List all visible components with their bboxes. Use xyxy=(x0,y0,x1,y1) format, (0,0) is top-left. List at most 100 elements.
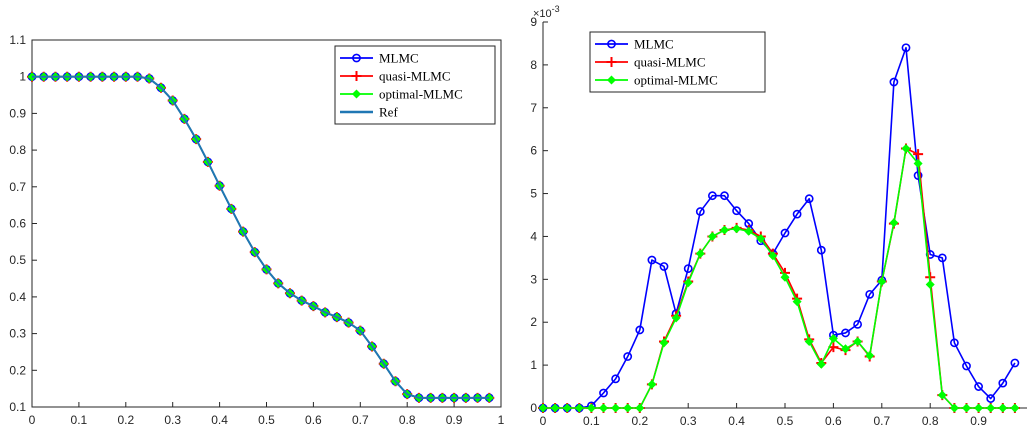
y-tick-label: 7 xyxy=(530,101,537,115)
x-tick-label: 0 xyxy=(540,414,547,425)
x-tick-label: 0.5 xyxy=(777,414,794,425)
data-point-optimal-mlmc xyxy=(937,390,947,400)
y-tick-label: 3 xyxy=(530,272,537,286)
x-tick-label: 0.3 xyxy=(164,413,181,425)
legend-marker-mlmc xyxy=(352,53,361,63)
series-line-mlmc xyxy=(32,75,490,399)
data-point-optimal-mlmc xyxy=(1010,403,1020,413)
x-tick-label: 0.5 xyxy=(258,413,275,425)
chart-left: 0 0.1 0.2 0.3 0.4 0.5 0.6 0.7 0.8 0.9 10.10.20.30.… xyxy=(9,33,504,425)
data-point-optimal-mlmc xyxy=(683,278,693,288)
data-point-mlmc xyxy=(732,206,741,216)
x-tick-label: 0.8 xyxy=(399,413,416,425)
data-point-optimal-mlmc xyxy=(671,313,681,323)
data-point-optimal-mlmc xyxy=(719,225,730,235)
data-point-optimal-mlmc xyxy=(647,379,657,389)
data-point-optimal-mlmc xyxy=(865,351,875,361)
data-point-mlmc xyxy=(611,374,620,384)
x-tick-label: 0.4 xyxy=(211,413,228,425)
data-point-mlmc xyxy=(974,382,983,391)
x-tick-label: 0.9 xyxy=(970,414,987,425)
legend-label-quasi-mlmc: quasi-MLMC xyxy=(379,69,451,84)
data-point-optimal-mlmc xyxy=(998,403,1008,413)
data-point-optimal-mlmc xyxy=(974,403,984,413)
series-mlmc xyxy=(538,43,1020,413)
data-point-optimal-mlmc xyxy=(877,276,887,286)
y-tick-label: 0.2 xyxy=(9,363,26,377)
legend-label-quasi-mlmc: quasi-MLMC xyxy=(634,55,706,70)
series-ref xyxy=(32,75,490,399)
data-point-optimal-mlmc xyxy=(550,403,560,413)
y-tick-label: 0.8 xyxy=(9,143,26,157)
chart-right: 0 0.1 0.2 0.3 0.4 0.5 0.6 0.7 0.8 0.9 0 1 2 3 4 5 6 7 8 9×1… xyxy=(530,4,1027,425)
legend-marker-quasi-mlmc xyxy=(606,57,617,67)
data-point-optimal-mlmc xyxy=(635,403,645,413)
legend-marker-optimal-mlmc xyxy=(351,89,362,99)
data-point-mlmc xyxy=(841,328,850,338)
data-point-mlmc xyxy=(623,352,633,361)
data-point-optimal-mlmc xyxy=(611,403,621,413)
data-point-mlmc xyxy=(816,245,826,255)
x-tick-label: 0.1 xyxy=(71,413,88,425)
data-point-optimal-mlmc xyxy=(598,403,609,413)
series-line-ref xyxy=(32,75,490,399)
data-point-mlmc xyxy=(707,191,717,201)
legend-label-mlmc: MLMC xyxy=(379,51,419,66)
x-tick-label: 0.6 xyxy=(305,413,322,425)
series-line-optimal-mlmc xyxy=(32,75,490,399)
data-point-optimal-mlmc xyxy=(574,403,584,413)
data-point-optimal-mlmc xyxy=(792,297,802,307)
data-point-optimal-mlmc xyxy=(695,249,705,259)
y-exponent-label: ×10-3 xyxy=(533,4,560,20)
data-point-optimal-mlmc xyxy=(961,403,972,413)
data-point-optimal-mlmc xyxy=(889,218,899,228)
y-tick-label: 5 xyxy=(530,187,537,201)
x-tick-label: 0.3 xyxy=(680,414,697,425)
y-tick-label: 0.7 xyxy=(9,180,26,194)
data-point-mlmc xyxy=(683,264,693,274)
data-point-optimal-mlmc xyxy=(949,403,959,413)
legend-marker-mlmc xyxy=(607,39,616,49)
series-line-optimal-mlmc xyxy=(543,147,1015,409)
legend: MLMC quasi-MLMC optimal-MLMC xyxy=(589,31,766,93)
data-point-mlmc xyxy=(962,361,971,371)
data-point-mlmc xyxy=(804,194,814,204)
y-tick-label: 1 xyxy=(19,70,26,84)
data-point-mlmc xyxy=(599,388,608,398)
data-point-optimal-mlmc xyxy=(756,234,766,244)
data-point-mlmc xyxy=(780,228,790,238)
data-point-optimal-mlmc xyxy=(562,403,572,413)
data-point-mlmc xyxy=(901,43,911,53)
data-point-optimal-mlmc xyxy=(744,226,754,236)
y-tick-label: 8 xyxy=(530,58,537,72)
series-line-mlmc xyxy=(543,46,1016,409)
x-tick-label: 0.2 xyxy=(631,414,648,425)
data-point-mlmc xyxy=(986,394,996,403)
y-tick-label: 1 xyxy=(530,358,537,372)
data-point-optimal-mlmc xyxy=(840,344,851,354)
x-tick-label: 0.7 xyxy=(873,414,890,425)
y-tick-label: 0.1 xyxy=(9,400,26,414)
legend-marker-optimal-mlmc xyxy=(606,75,617,85)
data-point-mlmc xyxy=(1010,358,1020,368)
data-point-optimal-mlmc xyxy=(853,337,863,347)
data-point-mlmc xyxy=(720,191,729,201)
data-point-mlmc xyxy=(889,77,899,87)
data-point-quasi-mlmc xyxy=(913,149,924,160)
data-point-mlmc xyxy=(865,289,875,299)
series-optimal-mlmc xyxy=(538,144,1020,413)
y-tick-label: 0 xyxy=(530,401,537,415)
data-point-optimal-mlmc xyxy=(586,403,596,413)
data-point-optimal-mlmc xyxy=(768,251,778,261)
data-point-optimal-mlmc xyxy=(732,224,742,234)
data-point-mlmc xyxy=(913,171,923,180)
data-point-optimal-mlmc xyxy=(925,279,935,289)
data-point-optimal-mlmc xyxy=(986,403,996,413)
legend-label-ref: Ref xyxy=(379,105,398,120)
series-line-quasi-mlmc xyxy=(32,75,490,399)
series-quasi-mlmc xyxy=(538,143,1020,413)
data-point-optimal-mlmc xyxy=(828,334,838,344)
data-point-mlmc xyxy=(635,325,645,335)
data-point-optimal-mlmc xyxy=(913,159,923,169)
data-point-mlmc xyxy=(998,378,1008,388)
